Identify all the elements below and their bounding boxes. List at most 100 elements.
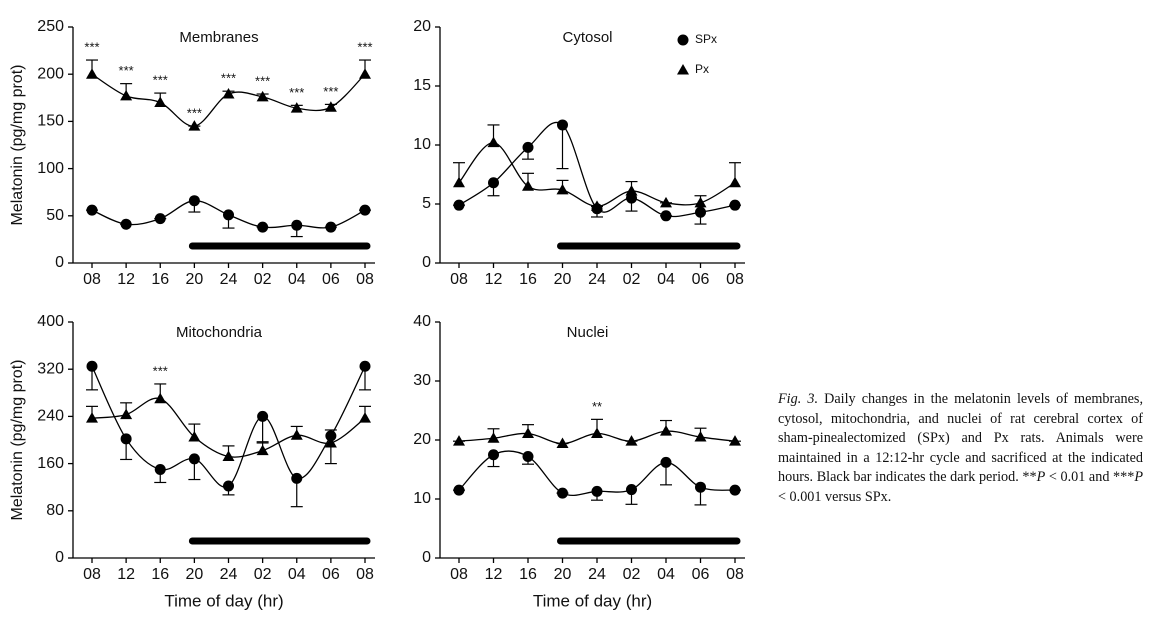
- circle-marker: [257, 221, 269, 233]
- caption-text: P: [1134, 469, 1143, 486]
- x-tick-label: 04: [657, 271, 675, 288]
- circle-marker: [120, 433, 132, 445]
- x-tick-label: 08: [356, 271, 374, 288]
- triangle-marker: [324, 436, 337, 448]
- triangle-marker: [694, 196, 707, 208]
- triangle-marker: [660, 425, 672, 436]
- triangle-marker: [677, 64, 689, 75]
- triangle-marker: [453, 435, 465, 446]
- triangle-marker: [188, 431, 201, 442]
- y-tick-label: 100: [37, 160, 64, 177]
- x-tick-label: 04: [657, 566, 675, 583]
- triangle-marker: [591, 427, 603, 439]
- triangle-marker: [729, 435, 741, 446]
- error-bar: [556, 124, 569, 170]
- y-tick-label: 320: [37, 360, 64, 377]
- significance-label: ***: [119, 63, 134, 78]
- y-tick-label: 10: [413, 490, 431, 507]
- caption: Fig. 3. Daily changes in the melatonin l…: [778, 390, 1143, 508]
- series-line: [458, 141, 736, 208]
- x-tick-label: 08: [726, 271, 744, 288]
- y-axis-label: Melatonin (pg/mg prot): [9, 65, 26, 226]
- triangle-marker: [453, 176, 465, 188]
- significance-label: ***: [357, 39, 372, 54]
- y-tick-label: 5: [422, 195, 431, 212]
- y-tick-label: 30: [413, 372, 431, 389]
- circle-marker: [695, 481, 706, 493]
- triangle-marker: [324, 101, 337, 112]
- circle-marker: [188, 195, 200, 207]
- y-tick-label: 20: [413, 18, 431, 35]
- y-tick-label: 160: [37, 455, 64, 472]
- triangle-marker: [154, 392, 167, 404]
- triangle-marker: [487, 432, 500, 443]
- significance-label: ***: [289, 85, 304, 100]
- series-line: [91, 365, 366, 488]
- x-tick-label: 06: [692, 271, 710, 288]
- x-tick-label: 20: [554, 566, 572, 583]
- x-axis-label: Time of day (hr): [164, 591, 283, 610]
- circle-marker: [488, 177, 499, 189]
- circle-marker: [120, 218, 132, 230]
- x-tick-label: 16: [519, 271, 537, 288]
- significance-label: ***: [323, 84, 338, 99]
- x-tick-label: 04: [288, 271, 306, 288]
- y-tick-label: 40: [413, 313, 431, 330]
- y-tick-label: 15: [413, 77, 431, 94]
- triangle-marker: [256, 444, 269, 456]
- triangle-marker: [222, 88, 235, 99]
- significance-label: ***: [221, 71, 236, 86]
- x-tick-label: 02: [254, 566, 272, 583]
- triangle-marker: [487, 136, 500, 148]
- x-tick-label: 24: [588, 271, 606, 288]
- x-tick-label: 12: [485, 566, 503, 583]
- significance-label: ***: [153, 73, 168, 88]
- triangle-marker: [522, 180, 534, 191]
- triangle-marker: [290, 429, 303, 440]
- legend-label: Px: [695, 62, 709, 76]
- x-tick-label: 20: [185, 271, 203, 288]
- y-tick-label: 150: [37, 113, 64, 130]
- x-tick-label: 12: [485, 271, 503, 288]
- circle-marker: [154, 213, 166, 225]
- circle-marker: [557, 119, 568, 131]
- x-tick-label: 08: [83, 271, 101, 288]
- triangle-marker: [556, 183, 569, 195]
- circle-marker: [677, 34, 689, 46]
- x-tick-label: 24: [220, 566, 238, 583]
- triangle-marker: [120, 408, 133, 420]
- triangle-marker: [359, 68, 371, 79]
- x-tick-label: 16: [151, 271, 169, 288]
- x-tick-label: 08: [450, 271, 468, 288]
- x-tick-label: 20: [554, 271, 572, 288]
- caption-text: < 0.001 versus SPx.: [778, 488, 892, 505]
- triangle-marker: [729, 176, 741, 188]
- circle-marker: [86, 204, 98, 216]
- circle-marker: [660, 456, 672, 468]
- circle-marker: [522, 451, 534, 463]
- circle-marker: [453, 199, 465, 211]
- y-tick-label: 250: [37, 18, 64, 35]
- triangle-marker: [359, 412, 371, 423]
- y-axis-label: Melatonin (pg/mg prot): [9, 360, 26, 521]
- circle-marker: [729, 199, 741, 211]
- triangle-marker: [625, 185, 638, 196]
- x-tick-label: 16: [519, 566, 537, 583]
- panel-title: Mitochondria: [176, 324, 263, 341]
- triangle-marker: [188, 120, 201, 131]
- legend-label: SPx: [695, 32, 717, 46]
- circle-marker: [660, 210, 672, 222]
- x-tick-label: 02: [623, 566, 641, 583]
- triangle-marker: [591, 200, 603, 211]
- x-tick-label: 06: [692, 566, 710, 583]
- caption-text: < 0.01 and ***: [1045, 469, 1135, 486]
- x-tick-label: 24: [588, 566, 606, 583]
- triangle-marker: [222, 450, 235, 462]
- x-tick-label: 12: [117, 566, 135, 583]
- circle-marker: [453, 484, 465, 496]
- y-tick-label: 10: [413, 136, 431, 153]
- circle-marker: [626, 484, 637, 496]
- circle-marker: [591, 485, 603, 497]
